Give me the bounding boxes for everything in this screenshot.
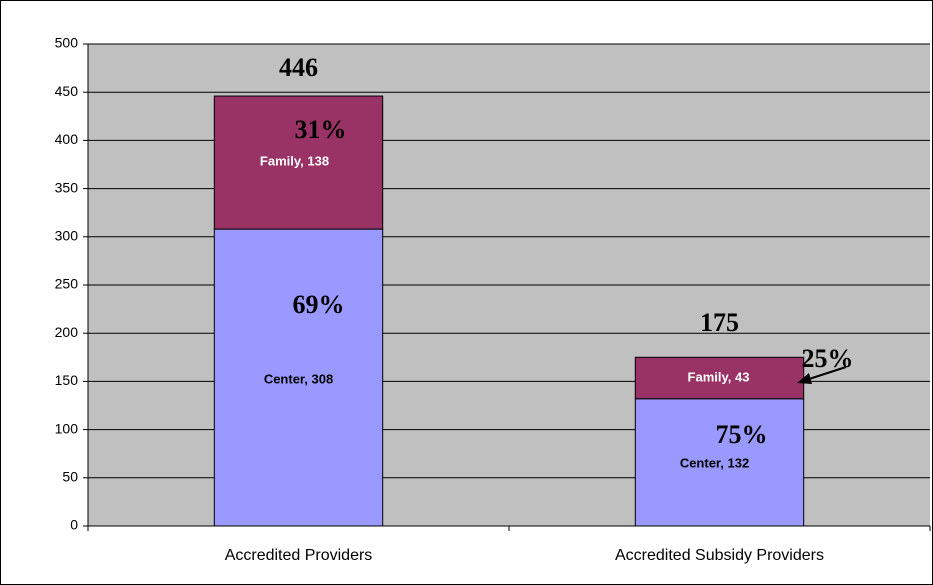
x-tick-label: Accredited Providers xyxy=(225,547,373,564)
total-label: 175 xyxy=(700,308,739,337)
y-tick-label: 50 xyxy=(62,469,78,485)
segment-label: Center, 132 xyxy=(680,455,749,470)
y-tick-label: 100 xyxy=(55,420,79,436)
share-label: 75% xyxy=(716,420,768,449)
segment-label: Family, 43 xyxy=(688,369,750,384)
bar-segment xyxy=(213,95,384,230)
y-tick-label: 350 xyxy=(55,179,79,195)
share-label: 31% xyxy=(295,115,347,144)
x-tick-label: Accredited Subsidy Providers xyxy=(615,547,824,564)
arrow-head xyxy=(797,373,812,384)
segment-label: Family, 138 xyxy=(260,153,329,168)
annotation-arrow xyxy=(805,366,847,381)
y-tick-label: 300 xyxy=(55,228,79,244)
y-tick-label: 500 xyxy=(55,35,79,51)
total-label: 446 xyxy=(279,53,318,82)
y-tick-label: 0 xyxy=(70,517,78,533)
share-label: 69% xyxy=(293,290,345,319)
y-tick-label: 450 xyxy=(55,83,79,99)
y-tick-label: 200 xyxy=(55,324,79,340)
bar-segment xyxy=(213,228,384,527)
y-tick-label: 400 xyxy=(55,131,79,147)
y-tick-label: 150 xyxy=(55,372,79,388)
y-tick-label: 250 xyxy=(55,276,79,292)
share-label: 25% xyxy=(802,344,854,373)
bar-segment xyxy=(634,356,805,400)
segment-label: Center, 308 xyxy=(264,371,333,386)
